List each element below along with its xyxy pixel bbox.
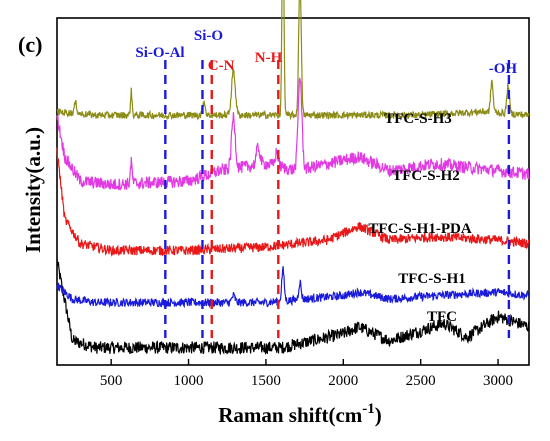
series-label: TFC-S-H3	[384, 111, 452, 127]
plot-frame	[56, 17, 530, 366]
x-tick-label: 1500	[251, 373, 281, 389]
series-label: TFC-S-H1-PDA	[368, 221, 471, 237]
y-axis-title: Intensity(a.u.)	[21, 127, 45, 253]
peak-marker-label: Si-O-Al	[135, 45, 184, 61]
series-label: TFC	[427, 309, 457, 325]
x-axis-title-close: )	[375, 403, 382, 427]
x-tick-label: 2500	[406, 373, 436, 389]
x-tick-label: 2000	[328, 373, 358, 389]
x-tick-label: 1000	[174, 373, 204, 389]
series-line-tfc	[56, 258, 530, 355]
x-axis-title: Raman shift(cm-1)	[218, 401, 382, 427]
x-axis-title-superscript: -1	[362, 401, 375, 417]
peak-marker-label: C-N	[208, 58, 235, 74]
x-axis-title-main: Raman shift(cm	[218, 403, 363, 427]
series-label: TFC-S-H1	[398, 271, 466, 287]
peak-marker-label: -OH	[489, 61, 518, 77]
x-tick-label: 3000	[483, 373, 513, 389]
panel-label: (c)	[18, 32, 42, 57]
series-line-tfc-s-h3	[56, 0, 530, 121]
x-axis-ticks: 500 1000 1500 2000 2500 3000	[100, 359, 513, 389]
series-line-tfc-s-h1-pda	[56, 147, 530, 257]
series-layer	[56, 0, 530, 355]
x-tick-label: 500	[100, 373, 123, 389]
series-label-layer: TFC TFC-S-H1 TFC-S-H1-PDA TFC-S-H2 TFC-S-H3	[368, 111, 471, 325]
peak-marker-layer: Si-O-Al Si-O C-N N-H -OH	[135, 28, 517, 338]
peak-marker-label: N-H	[255, 50, 283, 66]
series-label: TFC-S-H2	[392, 168, 460, 184]
series-line-tfc-s-h1	[56, 266, 530, 309]
series-line-tfc-s-h2	[56, 77, 530, 191]
peak-marker-label: Si-O	[194, 28, 223, 44]
